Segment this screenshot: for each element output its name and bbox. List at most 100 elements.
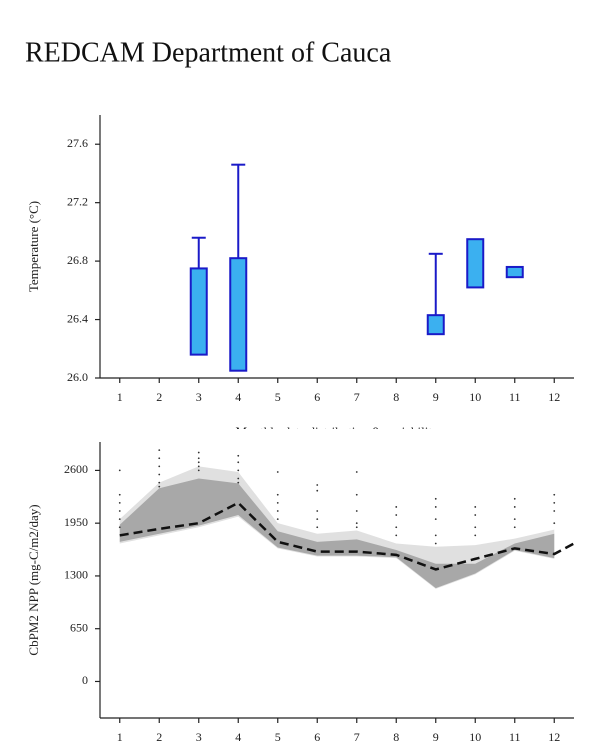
x-tick-label: 6 — [314, 390, 320, 404]
data-point — [355, 493, 358, 496]
data-point — [513, 506, 516, 508]
data-point — [197, 465, 200, 468]
data-point — [276, 471, 279, 473]
x-tick-label: 1 — [117, 390, 123, 404]
y-tick-label: 2600 — [64, 462, 88, 476]
data-point — [158, 485, 161, 488]
data-point — [237, 481, 240, 484]
page-title: REDCAM Department of Cauca — [25, 37, 392, 68]
data-point — [118, 493, 121, 496]
x-tick-label: 1 — [117, 730, 123, 742]
y-tick-label: 1300 — [64, 568, 88, 582]
data-point — [395, 514, 398, 516]
data-point — [197, 451, 200, 454]
data-point — [197, 469, 200, 472]
box — [466, 238, 485, 289]
data-point — [237, 469, 240, 472]
x-tick-label: 4 — [235, 730, 241, 742]
data-point — [316, 510, 319, 512]
x-tick-label: 5 — [275, 390, 281, 404]
data-point — [276, 510, 279, 512]
data-point — [395, 534, 398, 537]
data-point — [158, 473, 161, 476]
y-tick-label: 1950 — [64, 515, 88, 529]
data-point — [395, 506, 398, 508]
data-point — [316, 489, 319, 492]
x-axis-title: Monthly data distribution & variability — [236, 424, 439, 439]
box — [229, 257, 248, 372]
data-point — [118, 501, 121, 504]
data-point — [158, 449, 161, 452]
x-tick-label: 2 — [156, 390, 162, 404]
band — [119, 478, 555, 589]
x-tick-label: 5 — [275, 730, 281, 742]
y-tick-label: 27.2 — [67, 194, 88, 208]
data-point — [474, 526, 477, 529]
data-point — [355, 522, 358, 525]
x-tick-label: 10 — [469, 390, 481, 404]
data-point — [553, 493, 556, 496]
box — [189, 267, 208, 356]
x-tick-label: 12 — [548, 390, 560, 404]
y-axis-title: Temperature (°C) — [26, 201, 41, 292]
data-point — [474, 514, 477, 516]
data-point — [276, 501, 279, 504]
data-point — [197, 461, 200, 464]
data-point — [553, 522, 556, 525]
y-tick-label: 0 — [82, 673, 88, 687]
x-tick-label: 3 — [196, 390, 202, 404]
x-tick-label: 12 — [548, 730, 560, 742]
data-point — [118, 510, 121, 512]
data-point — [553, 510, 556, 512]
box — [505, 265, 524, 279]
data-point — [513, 497, 516, 500]
line — [119, 501, 575, 571]
data-point — [434, 506, 437, 508]
data-point — [197, 457, 200, 460]
data-point — [316, 526, 319, 529]
data-point — [395, 526, 398, 529]
data-point — [474, 534, 477, 537]
x-tick-label: 8 — [393, 730, 399, 742]
x-tick-label: 7 — [354, 390, 360, 404]
x-tick-label: 3 — [196, 730, 202, 742]
y-tick-label: 26.0 — [67, 370, 88, 384]
data-point — [434, 497, 437, 500]
data-point — [237, 461, 240, 464]
data-point — [158, 481, 161, 484]
data-point — [355, 526, 358, 529]
data-point — [513, 526, 516, 529]
x-tick-label: 11 — [509, 390, 521, 404]
x-tick-label: 9 — [433, 730, 439, 742]
data-point — [118, 526, 121, 529]
y-tick-label: 650 — [70, 620, 88, 634]
x-tick-label: 2 — [156, 730, 162, 742]
data-point — [158, 465, 161, 468]
data-point — [276, 493, 279, 496]
x-tick-label: 4 — [235, 390, 241, 404]
x-tick-label: 9 — [433, 390, 439, 404]
data-point — [276, 518, 279, 521]
data-point — [355, 471, 358, 473]
data-point — [355, 510, 358, 512]
data-point — [316, 518, 319, 521]
data-point — [237, 454, 240, 457]
y-tick-label: 26.4 — [67, 311, 88, 325]
data-point — [553, 501, 556, 504]
data-point — [118, 518, 121, 521]
x-tick-label: 7 — [354, 730, 360, 742]
box — [426, 314, 445, 336]
y-tick-label: 26.8 — [67, 253, 88, 267]
data-point — [434, 542, 437, 545]
data-point — [474, 506, 477, 508]
data-point — [316, 484, 319, 486]
data-point — [434, 534, 437, 537]
x-tick-label: 10 — [469, 730, 481, 742]
x-tick-label: 6 — [314, 730, 320, 742]
x-tick-label: 8 — [393, 390, 399, 404]
data-point — [513, 518, 516, 521]
y-tick-label: 27.6 — [67, 136, 88, 150]
data-point — [118, 469, 121, 472]
x-tick-label: 11 — [509, 730, 521, 742]
